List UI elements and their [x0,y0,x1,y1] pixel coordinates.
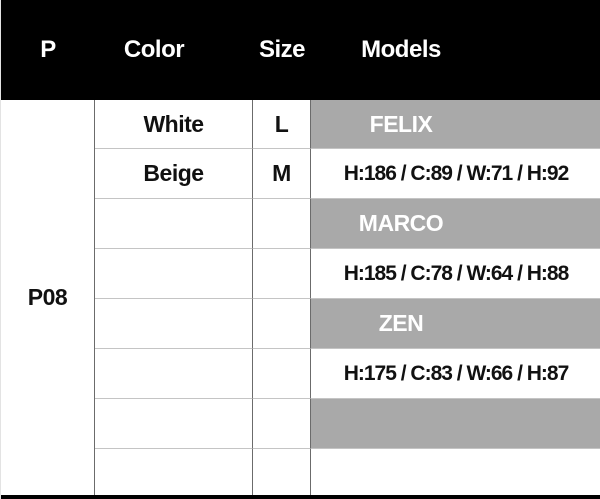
color-cell [95,449,253,495]
color-cell [95,199,253,249]
model-name-cell [311,399,600,449]
header-cell-size: Size [253,0,311,100]
size-cell: M [253,149,311,199]
size-cell: L [253,100,311,149]
header-label-p: P [40,36,56,63]
model-measurements-cell: H:175 / C:83 / W:66 / H:87 [311,349,600,399]
header-cell-models: Models [311,0,600,100]
size-cell [253,399,311,449]
header-cell-color: Color [95,0,253,100]
product-code-cell: P08 [1,100,95,495]
product-code: P08 [27,284,68,310]
color-cell [95,249,253,299]
header-label-size: Size [258,36,306,63]
color-cell [95,399,253,449]
size-cell [253,449,311,495]
model-measurements-cell: H:185 / C:78 / W:64 / H:88 [311,249,600,299]
size-cell [253,299,311,349]
header-label-models: Models [361,36,441,63]
header-label-color: Color [123,36,185,63]
color-cell: White [95,100,253,149]
color-cell [95,299,253,349]
model-name-cell: FELIX [311,100,600,149]
bottom-divider-bar [1,495,600,499]
color-cell [95,349,253,399]
model-measurements-cell: H:186 / C:89 / W:71 / H:92 [311,149,600,199]
size-cell [253,249,311,299]
size-cell [253,349,311,399]
size-cell [253,199,311,249]
model-name-cell: ZEN [311,299,600,349]
header-cell-p: P [1,0,95,100]
color-cell: Beige [95,149,253,199]
model-measurements-cell [311,449,600,495]
model-name-cell: MARCO [311,199,600,249]
